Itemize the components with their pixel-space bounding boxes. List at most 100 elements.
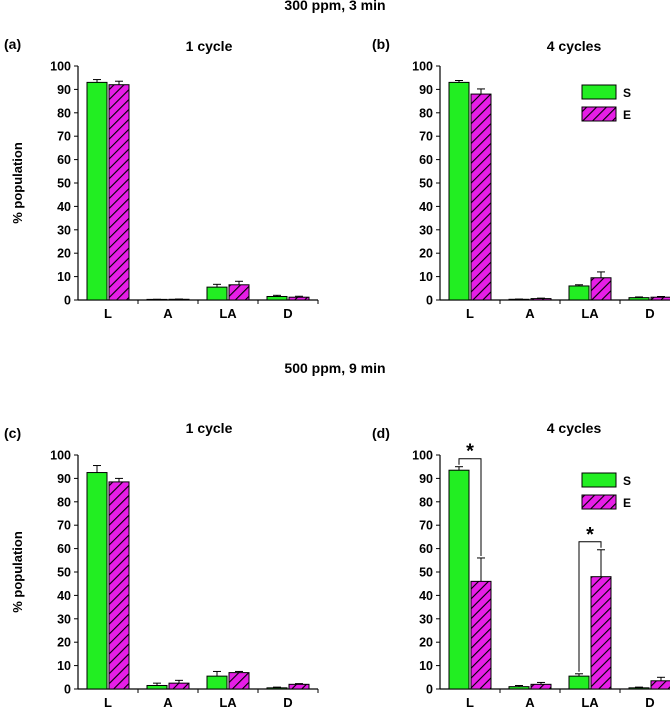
y-tick-label: 50 xyxy=(57,177,71,191)
bar-S-D xyxy=(266,687,288,690)
significance-star: * xyxy=(586,524,594,546)
y-tick-label: 100 xyxy=(50,60,71,74)
bar-E-LA xyxy=(228,284,250,301)
panel-label: (a) xyxy=(4,36,21,52)
y-tick-label: 90 xyxy=(419,83,433,97)
bar-E-A xyxy=(168,682,190,690)
y-tick-label: 20 xyxy=(419,247,433,261)
bar-S-L xyxy=(86,472,108,690)
bar-S-L xyxy=(86,81,108,301)
bar-S-LA xyxy=(206,675,228,690)
x-tick-label: D xyxy=(645,695,654,707)
y-tick-label: 60 xyxy=(419,542,433,556)
x-tick-label: L xyxy=(104,306,112,321)
x-tick-label: L xyxy=(466,306,474,321)
bar-S-LA xyxy=(568,675,590,690)
y-tick-label: 80 xyxy=(57,495,71,509)
y-tick-label: 60 xyxy=(57,153,71,167)
chart-title: 1 cycle xyxy=(186,38,233,54)
chart-title: 1 cycle xyxy=(186,420,233,436)
y-tick-label: 30 xyxy=(419,612,433,626)
y-tick-label: 50 xyxy=(57,566,71,580)
y-tick-label: 10 xyxy=(419,659,433,673)
bar-S-L xyxy=(448,81,470,301)
y-tick-label: 60 xyxy=(419,153,433,167)
bar-S-D xyxy=(628,297,650,301)
y-tick-label: 70 xyxy=(419,130,433,144)
x-tick-label: LA xyxy=(581,306,599,321)
chart-title: 4 cycles xyxy=(547,420,602,436)
bar-E-D xyxy=(288,683,310,690)
y-tick-label: 0 xyxy=(426,294,433,308)
bar-S-L xyxy=(448,469,470,690)
bar-E-D xyxy=(650,296,670,301)
x-tick-label: D xyxy=(645,306,654,321)
y-tick-label: 40 xyxy=(419,589,433,603)
bar-E-A xyxy=(530,298,552,301)
y-tick-label: 90 xyxy=(57,472,71,486)
legend-swatch-S xyxy=(581,472,617,488)
y-tick-label: 10 xyxy=(57,270,71,284)
y-tick-label: 20 xyxy=(57,636,71,650)
legend-swatch-E xyxy=(581,106,617,122)
y-tick-label: 20 xyxy=(419,636,433,650)
y-axis-label: % population xyxy=(10,531,25,613)
bar-E-L xyxy=(470,93,492,301)
bar-E-L xyxy=(108,481,130,690)
legend-swatch-S xyxy=(581,84,617,100)
chart-panel-1: (a) 1 cycle % population 0 10 20 30 40 50 60 70 80 9… xyxy=(4,36,319,321)
legend-label-S: S xyxy=(623,86,631,100)
panel-label: (d) xyxy=(372,425,390,441)
y-tick-label: 40 xyxy=(419,200,433,214)
chart-title: 4 cycles xyxy=(547,38,602,54)
legend-label-E: E xyxy=(623,108,631,122)
bar-E-LA xyxy=(590,576,612,690)
x-tick-label: A xyxy=(525,695,535,707)
x-tick-label: LA xyxy=(219,306,237,321)
x-tick-label: A xyxy=(525,306,535,321)
y-tick-label: 20 xyxy=(57,247,71,261)
bar-S-A xyxy=(146,684,168,690)
y-tick-label: 30 xyxy=(57,223,71,237)
bar-E-A xyxy=(530,683,552,690)
y-tick-label: 0 xyxy=(64,683,71,697)
x-tick-label: A xyxy=(163,306,173,321)
x-tick-label: A xyxy=(163,695,173,707)
bar-E-LA xyxy=(228,672,250,690)
section-title-2: 500 ppm, 9 min xyxy=(284,360,385,376)
y-tick-label: 50 xyxy=(419,177,433,191)
y-tick-label: 30 xyxy=(57,612,71,626)
y-tick-label: 10 xyxy=(57,659,71,673)
y-tick-label: 60 xyxy=(57,542,71,556)
legend-swatch-E xyxy=(581,494,617,510)
x-tick-label: LA xyxy=(219,695,237,707)
bar-E-L xyxy=(108,84,130,301)
bar-S-A xyxy=(508,686,530,690)
bar-E-LA xyxy=(590,277,612,301)
x-tick-label: L xyxy=(466,695,474,707)
y-tick-label: 40 xyxy=(57,589,71,603)
y-tick-label: 0 xyxy=(426,683,433,697)
bar-S-LA xyxy=(568,285,590,301)
y-axis-label: % population xyxy=(10,142,25,224)
y-tick-label: 30 xyxy=(419,223,433,237)
significance-star: * xyxy=(466,441,474,463)
bar-E-D xyxy=(288,296,310,301)
panel-label: (c) xyxy=(4,425,21,441)
y-tick-label: 70 xyxy=(419,519,433,533)
y-tick-label: 50 xyxy=(419,566,433,580)
y-tick-label: 100 xyxy=(412,449,433,463)
y-tick-label: 90 xyxy=(57,83,71,97)
y-tick-label: 80 xyxy=(419,106,433,120)
y-tick-label: 0 xyxy=(64,294,71,308)
bar-S-LA xyxy=(206,286,228,301)
section-title-1: 300 ppm, 3 min xyxy=(284,0,385,13)
bar-S-D xyxy=(266,295,288,301)
y-tick-label: 90 xyxy=(419,472,433,486)
y-tick-label: 100 xyxy=(412,60,433,74)
y-tick-label: 80 xyxy=(419,495,433,509)
y-tick-label: 70 xyxy=(57,130,71,144)
legend-label-S: S xyxy=(623,474,631,488)
